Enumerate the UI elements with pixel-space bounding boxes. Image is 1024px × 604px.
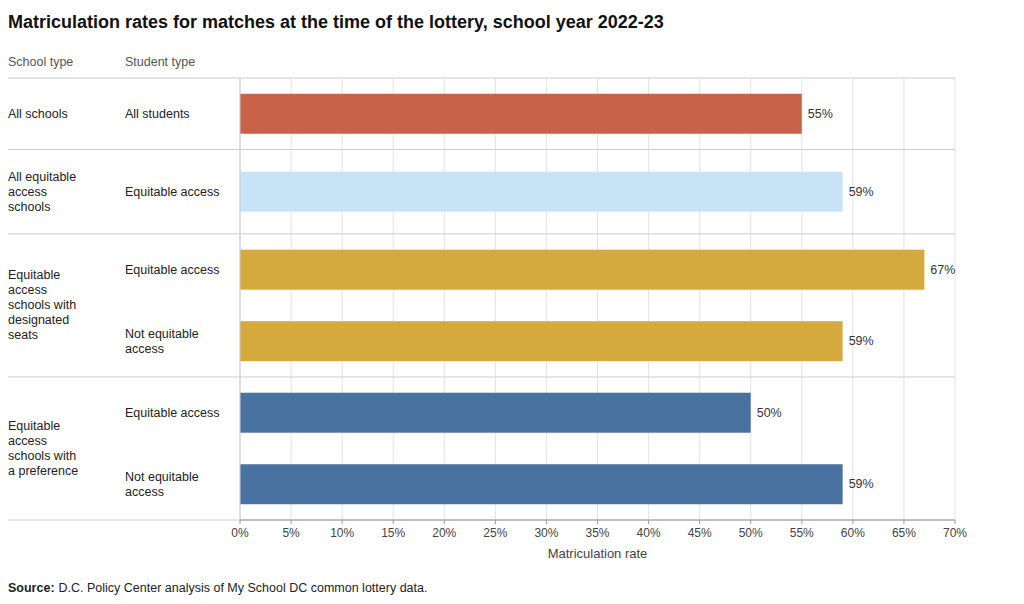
tick-label: 30% — [534, 526, 558, 540]
bar — [240, 464, 843, 504]
tick — [393, 520, 394, 524]
group-label: Equitableaccessschools withdesignatedsea… — [8, 268, 76, 342]
tick — [648, 520, 649, 524]
tick-label: 60% — [841, 526, 865, 540]
category-label: Equitable access — [125, 406, 220, 420]
tick — [955, 520, 956, 524]
grid-line — [852, 78, 853, 520]
grid-line — [648, 78, 649, 520]
grid-line — [699, 78, 700, 520]
axis-label: Matriculation rate — [548, 546, 648, 561]
grid-line — [597, 78, 598, 520]
bar — [240, 172, 843, 212]
grid-line — [955, 78, 956, 520]
group-label: Equitableaccessschools witha preference — [8, 419, 78, 478]
group-label: All schools — [8, 107, 68, 121]
tick-label: 15% — [381, 526, 405, 540]
tick-label: 0% — [231, 526, 249, 540]
category-label: Equitable access — [125, 185, 220, 199]
tick-label: 20% — [432, 526, 456, 540]
tick-label: 55% — [790, 526, 814, 540]
separator — [8, 149, 955, 150]
tick — [852, 520, 853, 524]
tick-label: 70% — [943, 526, 967, 540]
data-label: 59% — [849, 185, 874, 199]
tick-label: 35% — [585, 526, 609, 540]
grid-line — [342, 78, 343, 520]
grid-line — [495, 78, 496, 520]
category-label: Not equitableaccess — [125, 327, 199, 356]
category-label: Equitable access — [125, 263, 220, 277]
grid-line — [801, 78, 802, 520]
group-label: All equitableaccessschools — [8, 170, 76, 214]
bars — [240, 94, 924, 504]
tick — [903, 520, 904, 524]
bar — [240, 321, 843, 361]
tick — [342, 520, 343, 524]
column-header: Student type — [125, 55, 195, 69]
separator — [8, 233, 955, 234]
tick — [597, 520, 598, 524]
tick — [444, 520, 445, 524]
chart: Matriculation rates for matches at the t… — [0, 0, 1024, 604]
category-label: All students — [125, 107, 190, 121]
data-label: 55% — [808, 107, 833, 121]
tick-label: 65% — [892, 526, 916, 540]
tick — [546, 520, 547, 524]
tick-label: 45% — [688, 526, 712, 540]
data-label: 59% — [849, 477, 874, 491]
title: Matriculation rates for matches at the t… — [8, 12, 664, 32]
column-header: School type — [8, 55, 73, 69]
labels: All schools All students 55% All equitablea… — [8, 107, 955, 499]
tick-label: 25% — [483, 526, 507, 540]
tick — [699, 520, 700, 524]
tick-label: 50% — [739, 526, 763, 540]
bar — [240, 393, 751, 433]
grid-line — [546, 78, 547, 520]
tick — [801, 520, 802, 524]
source-label: Source: — [8, 581, 55, 595]
grid — [240, 78, 955, 520]
divider — [240, 78, 241, 520]
tick-label: 40% — [637, 526, 661, 540]
data-label: 59% — [849, 334, 874, 348]
source-text: D.C. Policy Center analysis of My School… — [59, 581, 428, 595]
grid-line — [444, 78, 445, 520]
separator — [8, 78, 955, 79]
separator — [8, 376, 955, 377]
tick — [291, 520, 292, 524]
grid-line — [240, 78, 241, 520]
tick-label: 5% — [282, 526, 300, 540]
separator — [8, 520, 955, 521]
category-label: Not equitableaccess — [125, 470, 199, 499]
source: Source: D.C. Policy Center analysis of My… — [8, 581, 427, 595]
bar — [240, 250, 924, 290]
data-label: 50% — [757, 406, 782, 420]
bar — [240, 94, 802, 134]
data-label: 67% — [930, 263, 955, 277]
tick — [750, 520, 751, 524]
grid-line — [291, 78, 292, 520]
grid-line — [903, 78, 904, 520]
tick-label: 10% — [330, 526, 354, 540]
grid-line — [393, 78, 394, 520]
grid-line — [750, 78, 751, 520]
tick — [495, 520, 496, 524]
tick — [240, 520, 241, 524]
